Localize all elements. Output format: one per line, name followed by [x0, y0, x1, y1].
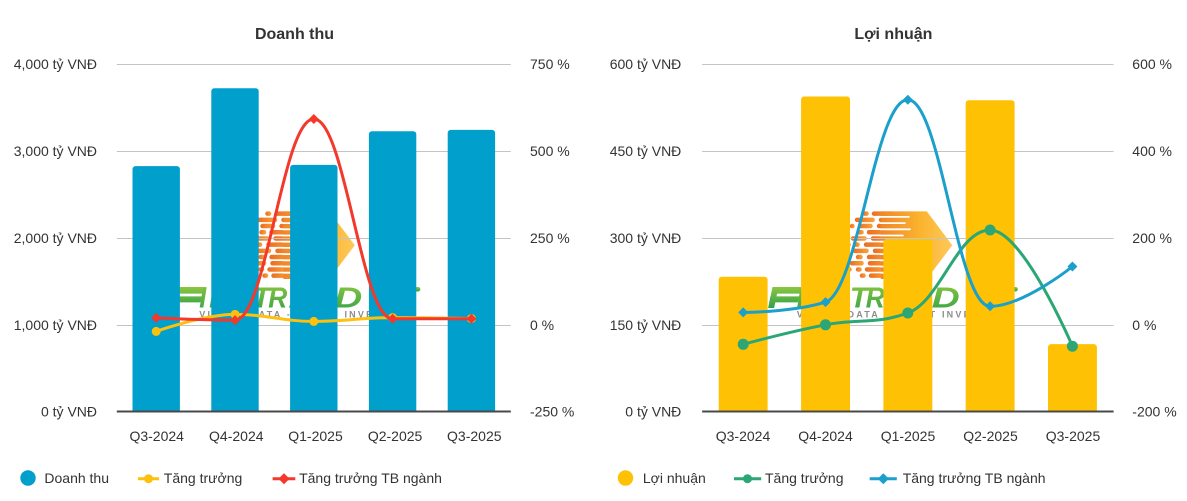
svg-text:3,000 tỷ VNĐ: 3,000 tỷ VNĐ [14, 143, 97, 159]
svg-text:Q1-2025: Q1-2025 [881, 428, 936, 444]
svg-text:-250 %: -250 % [530, 404, 574, 420]
svg-text:Q1-2025: Q1-2025 [288, 428, 343, 444]
svg-text:1,000 tỷ VNĐ: 1,000 tỷ VNĐ [14, 317, 97, 333]
svg-text:0 tỷ VNĐ: 0 tỷ VNĐ [41, 404, 97, 420]
svg-text:0 tỷ VNĐ: 0 tỷ VNĐ [625, 404, 681, 420]
svg-text:Tăng trưởng: Tăng trưởng [164, 470, 242, 486]
svg-text:-200 %: -200 % [1132, 404, 1176, 420]
svg-text:300 tỷ VNĐ: 300 tỷ VNĐ [610, 230, 682, 246]
svg-text:750 %: 750 % [530, 56, 570, 72]
svg-text:Tăng trưởng: Tăng trưởng [765, 470, 843, 486]
svg-text:Doanh thu: Doanh thu [255, 26, 334, 43]
svg-text:400 %: 400 % [1132, 143, 1172, 159]
svg-text:Tăng trưởng TB ngành: Tăng trưởng TB ngành [299, 470, 442, 486]
svg-text:Q3-2025: Q3-2025 [1046, 428, 1101, 444]
svg-text:Q4-2024: Q4-2024 [798, 428, 853, 444]
svg-text:Doanh thu: Doanh thu [44, 470, 109, 486]
svg-text:2,000 tỷ VNĐ: 2,000 tỷ VNĐ [14, 230, 97, 246]
svg-text:200 %: 200 % [1132, 230, 1172, 246]
svg-text:Q3-2024: Q3-2024 [129, 428, 184, 444]
svg-text:600 %: 600 % [1132, 56, 1172, 72]
svg-text:500 %: 500 % [530, 143, 570, 159]
svg-text:Q2-2025: Q2-2025 [963, 428, 1018, 444]
svg-text:600 tỷ VNĐ: 600 tỷ VNĐ [610, 56, 682, 72]
svg-text:0 %: 0 % [1132, 317, 1156, 333]
svg-text:Lợi nhuận: Lợi nhuận [643, 470, 706, 486]
svg-text:Q4-2024: Q4-2024 [209, 428, 264, 444]
svg-text:Tăng trưởng TB ngành: Tăng trưởng TB ngành [903, 470, 1046, 486]
svg-text:450 tỷ VNĐ: 450 tỷ VNĐ [610, 143, 682, 159]
svg-text:150 tỷ VNĐ: 150 tỷ VNĐ [610, 317, 682, 333]
svg-text:Lợi nhuận: Lợi nhuận [854, 26, 932, 43]
svg-text:0 %: 0 % [530, 317, 554, 333]
svg-text:Q2-2025: Q2-2025 [368, 428, 423, 444]
svg-text:Q3-2024: Q3-2024 [716, 428, 771, 444]
svg-text:Q3-2025: Q3-2025 [447, 428, 502, 444]
svg-text:250 %: 250 % [530, 230, 570, 246]
svg-text:4,000 tỷ VNĐ: 4,000 tỷ VNĐ [14, 56, 97, 72]
